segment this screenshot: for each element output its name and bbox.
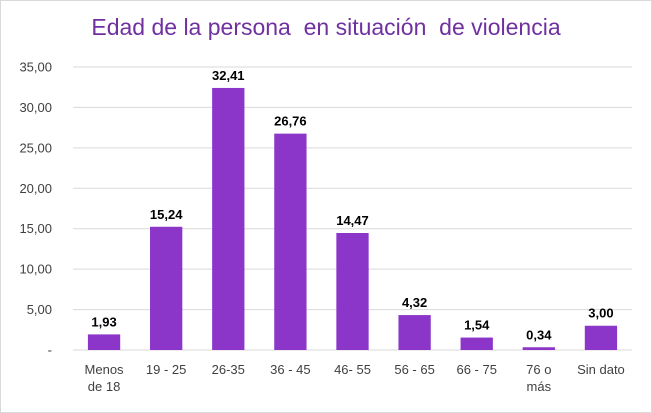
y-tick-label: 10,00 (19, 262, 52, 277)
bar (274, 133, 307, 350)
data-label: 26,76 (274, 114, 307, 129)
chart-title: Edad de la persona en situación de viole… (91, 14, 561, 40)
x-category-label: de 18 (88, 379, 121, 394)
y-tick-label: - (48, 343, 52, 358)
x-category-label: 56 - 65 (394, 362, 434, 377)
bar (398, 315, 431, 350)
x-category-label: 46- 55 (334, 362, 371, 377)
data-label: 14,47 (336, 213, 369, 228)
bar (584, 325, 618, 350)
data-labels: 1,93 15,24 32,41 26,76 14,47 4,32 1,54 0,34 3,00 (91, 68, 613, 342)
bar (522, 347, 555, 350)
y-tick-label: 25,00 (19, 140, 52, 155)
x-category-label: 36 - 45 (270, 362, 310, 377)
bars (87, 87, 618, 350)
y-tick-label: 5,00 (27, 302, 52, 317)
bar (460, 337, 493, 350)
x-category-label: 66 - 75 (456, 362, 496, 377)
y-tick-label: 35,00 (19, 60, 52, 75)
y-tick-label: 20,00 (19, 181, 52, 196)
x-category-label: Menos (85, 362, 125, 377)
x-axis-categories: Menos de 18 19 - 25 26-35 36 - 45 46- 55 56 - … (85, 362, 625, 394)
data-label: 32,41 (212, 68, 245, 83)
x-category-label: Sin dato (577, 362, 625, 377)
x-category-label: 76 o (526, 362, 551, 377)
data-label: 3,00 (588, 306, 613, 321)
x-category-label: 19 - 25 (146, 362, 186, 377)
bar (212, 87, 245, 350)
bar (87, 334, 121, 350)
bar (336, 232, 369, 350)
x-category-label: más (527, 379, 552, 394)
data-label: 1,54 (464, 318, 490, 333)
data-label: 4,32 (402, 295, 427, 310)
data-label: 1,93 (91, 314, 116, 329)
bar (150, 226, 183, 350)
x-category-label: 26-35 (212, 362, 245, 377)
data-label: 15,24 (150, 207, 183, 222)
y-tick-label: 15,00 (19, 221, 52, 236)
y-axis-ticks: - 5,00 10,00 15,00 20,00 25,00 30,00 35,00 (19, 60, 52, 358)
data-label: 0,34 (526, 327, 552, 342)
y-tick-label: 30,00 (19, 100, 52, 115)
